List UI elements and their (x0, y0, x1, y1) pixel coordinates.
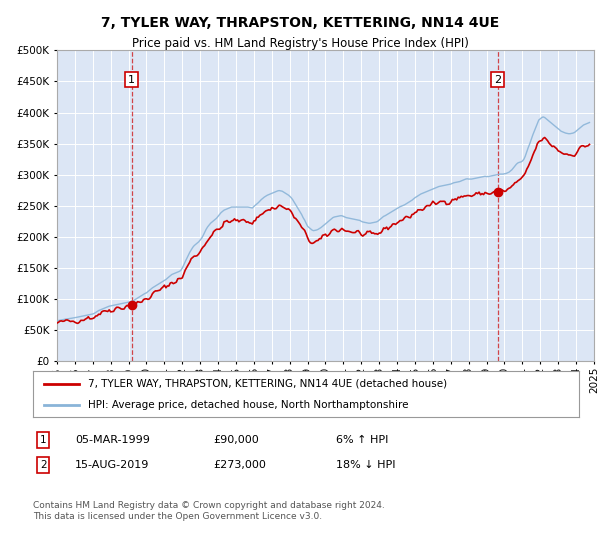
Text: HPI: Average price, detached house, North Northamptonshire: HPI: Average price, detached house, Nort… (88, 400, 408, 410)
Text: 7, TYLER WAY, THRAPSTON, KETTERING, NN14 4UE: 7, TYLER WAY, THRAPSTON, KETTERING, NN14… (101, 16, 499, 30)
Text: 2: 2 (494, 74, 501, 85)
Text: £273,000: £273,000 (213, 460, 266, 470)
Text: 1: 1 (128, 74, 135, 85)
Text: Contains HM Land Registry data © Crown copyright and database right 2024.
This d: Contains HM Land Registry data © Crown c… (33, 501, 385, 521)
Text: 2: 2 (40, 460, 47, 470)
Text: 6% ↑ HPI: 6% ↑ HPI (336, 435, 388, 445)
Text: 18% ↓ HPI: 18% ↓ HPI (336, 460, 395, 470)
Text: 1: 1 (40, 435, 47, 445)
Text: 15-AUG-2019: 15-AUG-2019 (75, 460, 149, 470)
Text: 05-MAR-1999: 05-MAR-1999 (75, 435, 150, 445)
Text: Price paid vs. HM Land Registry's House Price Index (HPI): Price paid vs. HM Land Registry's House … (131, 37, 469, 50)
Text: £90,000: £90,000 (213, 435, 259, 445)
Text: 7, TYLER WAY, THRAPSTON, KETTERING, NN14 4UE (detached house): 7, TYLER WAY, THRAPSTON, KETTERING, NN14… (88, 379, 447, 389)
